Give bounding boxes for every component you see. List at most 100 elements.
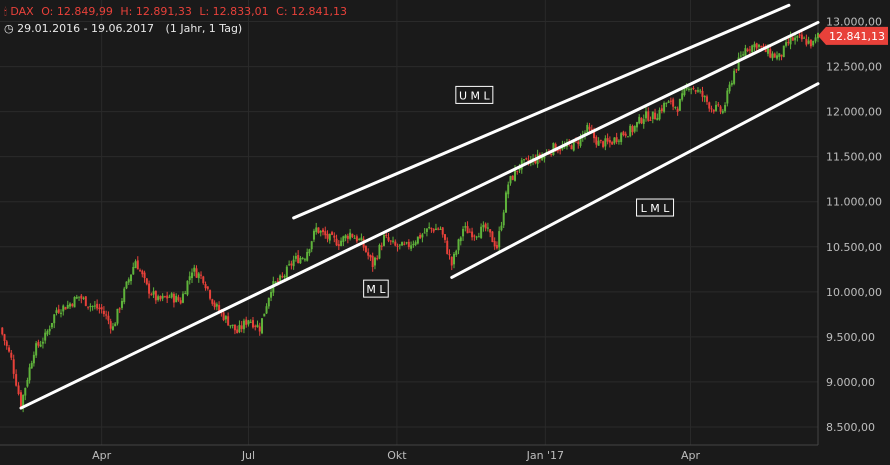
candle-body xyxy=(660,108,663,112)
candle-body xyxy=(622,131,625,136)
candle-body xyxy=(789,36,792,45)
candle-body xyxy=(66,304,69,309)
channel-line xyxy=(292,3,791,220)
candle-body xyxy=(489,229,492,233)
candle-body xyxy=(335,238,338,246)
candle-body xyxy=(486,227,489,229)
candle-body xyxy=(152,291,155,295)
candle-body xyxy=(132,267,135,275)
candle-body xyxy=(678,99,681,111)
candle-body xyxy=(778,53,781,57)
candle-body xyxy=(41,341,44,344)
candle-body xyxy=(125,281,128,289)
candle-body xyxy=(116,308,119,324)
last-price-tag-shape xyxy=(818,26,888,45)
candle-body xyxy=(15,374,18,386)
candle-body xyxy=(342,236,345,242)
candle-body xyxy=(434,228,437,231)
candle-body xyxy=(195,268,198,278)
candle-body xyxy=(570,145,573,150)
candle-body xyxy=(812,40,815,46)
high-label: H: xyxy=(120,5,133,18)
candle-body xyxy=(37,341,40,346)
candle-body xyxy=(638,116,641,124)
candle-body xyxy=(294,256,297,259)
candle-body xyxy=(270,291,273,298)
candle-body xyxy=(473,235,476,237)
candle-body xyxy=(817,33,819,39)
candle-body xyxy=(457,239,460,251)
candle-body xyxy=(172,293,175,303)
annotation-label: U M L xyxy=(459,89,491,102)
candle-body xyxy=(814,37,817,42)
candle-body xyxy=(556,150,559,152)
candle-body xyxy=(405,242,408,244)
candle-body xyxy=(735,69,738,71)
candle-body xyxy=(624,133,627,136)
candle-body xyxy=(28,367,31,381)
candle-body xyxy=(102,310,105,315)
candle-body xyxy=(353,237,356,239)
candle-body xyxy=(35,343,38,356)
candle-body xyxy=(373,257,376,266)
candle-body xyxy=(19,392,22,408)
y-axis: 8.500,00 9.000,00 9.500,00 10.000,00 10.500,… xyxy=(826,16,882,434)
candle-body xyxy=(69,303,72,307)
candle-body xyxy=(480,226,483,238)
candle-body xyxy=(161,295,164,299)
candle-body xyxy=(685,87,688,90)
candle-body xyxy=(337,244,340,247)
candle-body xyxy=(349,232,352,239)
candle-body xyxy=(175,295,178,303)
candle-body xyxy=(809,39,812,47)
candle-body xyxy=(145,278,148,285)
candle-body xyxy=(726,90,729,104)
candle-body xyxy=(482,224,485,228)
candle-body xyxy=(504,192,507,213)
candle-body xyxy=(276,280,279,282)
candle-body xyxy=(236,329,239,334)
candle-body xyxy=(213,302,216,308)
candle-body xyxy=(274,281,277,283)
candle-body xyxy=(331,232,334,235)
candle-body xyxy=(676,108,679,112)
candle-body xyxy=(410,245,413,249)
candle-body xyxy=(265,306,268,314)
candle-body xyxy=(322,229,325,233)
candle-body xyxy=(798,34,801,36)
candle-body xyxy=(518,167,521,171)
candle-body xyxy=(651,111,654,120)
candle-body xyxy=(572,140,575,151)
candle-body xyxy=(719,106,722,112)
last-price-tag: 12.841,13 xyxy=(818,26,888,45)
candle-body xyxy=(73,297,76,308)
candle-body xyxy=(233,324,236,331)
candle-body xyxy=(283,275,286,278)
candle-body xyxy=(414,242,417,245)
candle-body xyxy=(179,300,182,304)
candle-body xyxy=(312,230,315,240)
candle-body xyxy=(184,293,187,295)
candle-body xyxy=(730,82,733,85)
candle-body xyxy=(64,307,67,310)
candle-body xyxy=(776,55,779,59)
candle-body xyxy=(181,293,184,303)
candle-body xyxy=(8,347,11,352)
candle-body xyxy=(523,159,526,161)
candle-body xyxy=(292,259,295,267)
candle-body xyxy=(166,295,169,299)
candle-body xyxy=(376,258,379,260)
candle-body xyxy=(667,101,670,103)
candle-body xyxy=(139,270,142,272)
candle-body xyxy=(507,184,510,195)
candle-body xyxy=(559,149,562,151)
candle-body xyxy=(669,100,672,102)
candle-body xyxy=(346,235,349,239)
candle-body xyxy=(599,139,602,141)
candle-body xyxy=(288,264,291,266)
candle-body xyxy=(369,254,372,258)
candle-body xyxy=(297,255,300,264)
candle-body xyxy=(645,111,648,119)
candle-body xyxy=(340,240,343,246)
candle-body xyxy=(602,141,605,147)
